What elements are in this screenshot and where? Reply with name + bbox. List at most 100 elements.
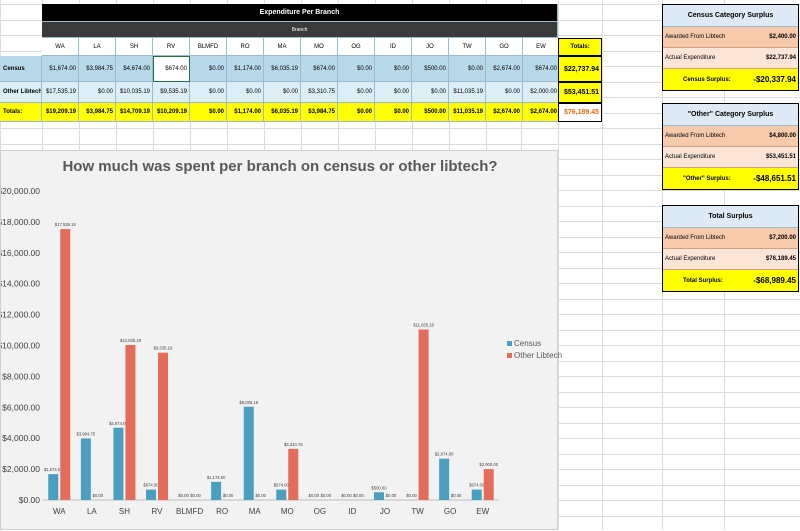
- cell-1-ro[interactable]: $0.00: [227, 82, 264, 103]
- cell-1-jo[interactable]: $0.00: [412, 82, 449, 103]
- cell-0-og[interactable]: $0.00: [338, 56, 375, 82]
- cell-2-id[interactable]: $0.00: [375, 103, 412, 122]
- cell-0-jo[interactable]: $500.00: [412, 56, 449, 82]
- cell-2-rv[interactable]: $10,209.19: [153, 103, 190, 122]
- cell-0-rv[interactable]: $674.00: [153, 56, 190, 82]
- cell-1-tw[interactable]: $11,035.19: [449, 82, 486, 103]
- cell-1-og[interactable]: $0.00: [338, 82, 375, 103]
- branch-header-ma[interactable]: MA: [264, 38, 301, 56]
- surplus-panel-2: Total Surplus Awarded From Libtech $7,200.…: [662, 205, 799, 292]
- row-total-0[interactable]: $22,737.94: [558, 56, 602, 82]
- data-label: $6,035.19: [239, 400, 258, 405]
- bar-census: [276, 489, 287, 500]
- row-label-2[interactable]: Totals:: [0, 103, 42, 122]
- branch-header-wa[interactable]: WA: [42, 38, 79, 56]
- bar-other-libtech: [60, 229, 71, 501]
- data-label: $0.00: [386, 493, 397, 498]
- x-tick-label: TW: [411, 507, 424, 516]
- bar-census: [146, 489, 156, 500]
- cell-1-ew[interactable]: $2,000.00: [523, 82, 560, 103]
- data-label: $0.00: [451, 493, 462, 498]
- totals-header[interactable]: Totals:: [558, 38, 602, 56]
- cell-0-id[interactable]: $0.00: [375, 56, 412, 82]
- cell-2-jo[interactable]: $500.00: [412, 103, 449, 122]
- data-label: $0.00: [309, 493, 320, 498]
- cell-2-mo[interactable]: $3,984.75: [301, 103, 338, 122]
- branch-header-la[interactable]: LA: [79, 38, 116, 56]
- cell-2-tw[interactable]: $11,035.19: [449, 103, 486, 122]
- cell-0-sh[interactable]: $4,674.00: [116, 56, 153, 82]
- branch-header-ew[interactable]: EW: [523, 38, 560, 56]
- branch-header-sh[interactable]: SH: [116, 38, 153, 56]
- surplus-result[interactable]: "Other" Surplus: -$48,651.51: [663, 168, 798, 189]
- y-tick-label: $18,000.00: [1, 217, 40, 227]
- x-tick-label: MA: [249, 507, 262, 516]
- branch-header-mo[interactable]: MO: [301, 38, 338, 56]
- surplus-row[interactable]: Actual Expenditure $22,737.94: [663, 48, 798, 69]
- cell-0-wa[interactable]: $1,674.00: [42, 56, 79, 82]
- cell-1-la[interactable]: $0.00: [79, 82, 116, 103]
- cell-2-wa[interactable]: $19,209.19: [42, 103, 79, 122]
- data-label: $3,310.75: [284, 442, 303, 447]
- branch-header-tw[interactable]: TW: [449, 38, 486, 56]
- branch-header-og[interactable]: OG: [338, 38, 375, 56]
- cell-2-og[interactable]: $0.00: [338, 103, 375, 122]
- cell-1-mo[interactable]: $3,310.75: [301, 82, 338, 103]
- surplus-row-label: Actual Expenditure: [665, 55, 716, 61]
- chart-title: How much was spent per branch on census …: [62, 158, 498, 175]
- y-tick-label: $6,000.00: [2, 402, 40, 412]
- cell-0-blmfd[interactable]: $0.00: [190, 56, 227, 82]
- surplus-row-value: $2,400.00: [769, 34, 796, 40]
- surplus-result[interactable]: Total Surplus: -$68,989.45: [663, 270, 798, 291]
- cell-0-tw[interactable]: $0.00: [449, 56, 486, 82]
- surplus-row[interactable]: Awarded From Libtech $4,800.00: [663, 126, 798, 147]
- cell-1-ma[interactable]: $0.00: [264, 82, 301, 103]
- y-tick-label: $4,000.00: [2, 433, 40, 443]
- cell-2-blmfd[interactable]: $0.00: [190, 103, 227, 122]
- cell-1-sh[interactable]: $10,035.19: [116, 82, 153, 103]
- branch-header-go[interactable]: GO: [486, 38, 523, 56]
- branch-header-jo[interactable]: JO: [412, 38, 449, 56]
- branch-header-rv[interactable]: RV: [153, 38, 190, 56]
- data-label: $674.00: [274, 483, 290, 488]
- cell-1-id[interactable]: $0.00: [375, 82, 412, 103]
- row-total-2[interactable]: $76,189.45: [558, 103, 602, 122]
- cell-1-wa[interactable]: $17,535.19: [42, 82, 79, 103]
- bar-other-libtech: [418, 329, 429, 500]
- cell-1-blmfd[interactable]: $0.00: [190, 82, 227, 103]
- row-label-0[interactable]: Census: [0, 56, 42, 82]
- surplus-row-label: Awarded From Libtech: [665, 133, 726, 139]
- cell-0-ew[interactable]: $674.00: [523, 56, 560, 82]
- x-tick-label: LA: [87, 507, 97, 516]
- surplus-row[interactable]: Awarded From Libtech $7,200.00: [663, 228, 798, 249]
- surplus-row[interactable]: Awarded From Libtech $2,400.00: [663, 27, 798, 48]
- cell-0-ma[interactable]: $6,035.19: [264, 56, 301, 82]
- cell-0-la[interactable]: $3,984.75: [79, 56, 116, 82]
- cell-2-sh[interactable]: $14,709.19: [116, 103, 153, 122]
- data-label: $1,674.00: [44, 467, 63, 472]
- data-label: $0.00: [93, 493, 104, 498]
- cell-0-ro[interactable]: $1,174.00: [227, 56, 264, 82]
- cell-0-go[interactable]: $2,674.00: [486, 56, 523, 82]
- legend-swatch-other: [507, 352, 512, 358]
- bar-census: [48, 474, 59, 500]
- surplus-result[interactable]: Census Surplus: -$20,337.94: [663, 69, 798, 90]
- chart-area[interactable]: How much was spent per branch on census …: [0, 150, 562, 530]
- cell-2-go[interactable]: $2,674.00: [486, 103, 523, 122]
- row-total-1[interactable]: $53,451.51: [558, 82, 602, 103]
- cell-1-rv[interactable]: $9,535.19: [153, 82, 190, 103]
- surplus-row[interactable]: Actual Expenditure $53,451.51: [663, 147, 798, 168]
- cell-0-mo[interactable]: $674.00: [301, 56, 338, 82]
- cell-2-ro[interactable]: $1,174.00: [227, 103, 264, 122]
- x-tick-label: RO: [216, 507, 228, 516]
- branch-header-blmfd[interactable]: BLMFD: [190, 38, 227, 56]
- cell-1-go[interactable]: $0.00: [486, 82, 523, 103]
- surplus-row[interactable]: Actual Expenditure $76,189.45: [663, 249, 798, 270]
- row-label-1[interactable]: Other Libtech: [0, 82, 42, 103]
- cell-2-ew[interactable]: $2,674.00: [523, 103, 560, 122]
- branch-header-id[interactable]: ID: [375, 38, 412, 56]
- cell-2-ma[interactable]: $6,035.19: [264, 103, 301, 122]
- bar-census: [471, 489, 482, 500]
- branch-header-ro[interactable]: RO: [227, 38, 264, 56]
- cell-2-la[interactable]: $3,984.75: [79, 103, 116, 122]
